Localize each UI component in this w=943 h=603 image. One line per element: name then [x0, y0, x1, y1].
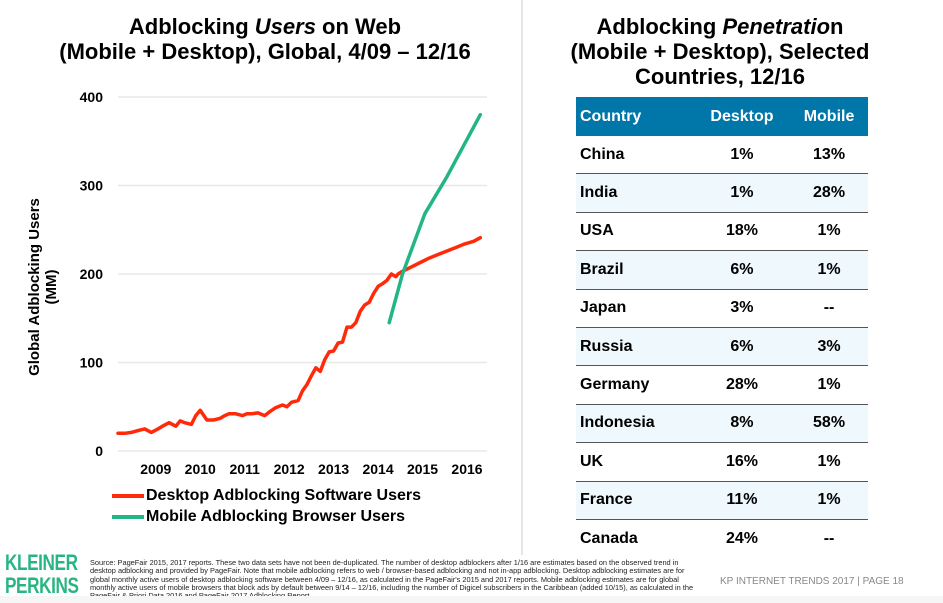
source-note: Source: PageFair 2015, 2017 reports. The…: [90, 558, 694, 600]
cell-mobile: 13%: [790, 136, 868, 175]
cell-mobile: 1%: [790, 365, 868, 405]
header-mobile: Mobile: [790, 97, 868, 136]
table-row: UK 16% 1%: [576, 442, 868, 482]
x-tick-label: 2012: [274, 461, 305, 477]
cell-mobile: --: [790, 289, 868, 328]
table-title-italic: Penetratio: [722, 14, 831, 39]
x-tick-label: 2016: [451, 461, 482, 477]
cell-desktop: 16%: [693, 442, 791, 482]
table-title: Adblocking Penetration (Mobile + Desktop…: [560, 14, 880, 89]
table-row: Russia 6% 3%: [576, 327, 868, 367]
table-row: Germany 28% 1%: [576, 365, 868, 405]
chart-title-line2: (Mobile + Desktop), Global, 4/09 – 12/16: [59, 39, 471, 64]
table-title-pre: Adblocking: [596, 14, 723, 39]
kleiner-perkins-logo: KLEINER PERKINS: [5, 551, 79, 597]
panel-divider: [521, 0, 523, 555]
table-row: Indonesia 8% 58%: [576, 404, 868, 444]
logo-line1: KLEINER: [5, 550, 78, 575]
cell-mobile: 1%: [790, 212, 868, 252]
y-tick-labels: 0 100 200 300 400: [80, 89, 104, 459]
y-tick-label: 300: [80, 178, 104, 194]
cell-country: Russia: [576, 327, 694, 367]
x-tick-label: 2011: [230, 461, 261, 477]
cell-country: Japan: [576, 289, 694, 328]
cell-mobile: 3%: [790, 327, 868, 367]
y-tick-label: 400: [80, 89, 104, 105]
table-row: China 1% 13%: [576, 136, 868, 175]
table-title-line2: (Mobile + Desktop), Selected: [570, 39, 870, 64]
cell-country: China: [576, 136, 694, 175]
mobile-series-line: [387, 112, 483, 325]
cell-mobile: 1%: [790, 250, 868, 290]
cell-country: UK: [576, 442, 694, 482]
legend-item-mobile: Mobile Adblocking Browser Users: [112, 508, 405, 526]
cell-desktop: 1%: [693, 173, 791, 213]
table-row: USA 18% 1%: [576, 212, 868, 252]
table-row: India 1% 28%: [576, 173, 868, 213]
y-tick-label: 0: [95, 443, 103, 459]
table-row: Brazil 6% 1%: [576, 250, 868, 290]
y-tick-label: 200: [80, 266, 104, 282]
cell-desktop: 24%: [725, 529, 758, 547]
table-row: Japan 3% --: [576, 289, 868, 328]
y-tick-label: 100: [80, 355, 104, 371]
x-tick-label: 2009: [140, 461, 171, 477]
legend-label-desktop: Desktop Adblocking Software Users: [146, 487, 422, 504]
x-tick-label: 2010: [185, 461, 216, 477]
cell-mobile: 28%: [790, 173, 868, 213]
cell-mobile: 1%: [790, 442, 868, 482]
cell-desktop: 3%: [693, 289, 791, 328]
table-header-row: Country Desktop Mobile: [576, 97, 868, 136]
cell-mobile: --: [823, 529, 835, 547]
x-tick-labels: 2009 2010 2011 2012 2013 2014 2015 2016: [140, 461, 483, 477]
penetration-table: Country Desktop Mobile China 1% 13% India 1%…: [576, 97, 868, 557]
x-tick-label: 2014: [362, 461, 393, 477]
table-title-post: n: [830, 14, 844, 39]
desktop-series-line: [116, 235, 483, 436]
page-footer: KP INTERNET TRENDS 2017 | PAGE 18: [720, 576, 904, 587]
cell-desktop: 11%: [693, 481, 791, 520]
cell-desktop: 6%: [693, 250, 791, 290]
cell-country: France: [576, 481, 694, 520]
cell-desktop: 1%: [693, 136, 791, 175]
cell-country: Germany: [576, 365, 694, 405]
chart-title-post: on Web: [315, 14, 402, 39]
cell-desktop: 6%: [693, 327, 791, 367]
chart-title-italic: Users: [254, 14, 316, 39]
legend-item-desktop: Desktop Adblocking Software Users: [112, 487, 421, 505]
cell-desktop: 28%: [693, 365, 791, 405]
legend-swatch-mobile: [112, 515, 144, 519]
cell-desktop: 8%: [693, 404, 791, 444]
logo-line2: PERKINS: [5, 573, 79, 598]
cell-country: Brazil: [576, 250, 694, 290]
cell-desktop: 18%: [693, 212, 791, 252]
cell-mobile: 58%: [790, 404, 868, 444]
chart-title-pre: Adblocking: [128, 14, 255, 39]
cell-country: Canada: [580, 529, 638, 547]
table-row: Canada 24% --: [576, 519, 868, 557]
x-tick-label: 2015: [407, 461, 438, 477]
cell-mobile: 1%: [790, 481, 868, 520]
series-lines: [116, 112, 483, 436]
footer-band: [0, 596, 943, 603]
table-row: France 11% 1%: [576, 481, 868, 520]
chart-title: Adblocking Users on Web (Mobile + Deskto…: [20, 14, 510, 64]
legend-swatch-desktop: [112, 494, 144, 498]
legend-label-mobile: Mobile Adblocking Browser Users: [146, 508, 406, 525]
table-title-line3: Countries, 12/16: [635, 64, 805, 89]
cell-country: USA: [576, 212, 694, 252]
cell-country: Indonesia: [576, 404, 694, 444]
x-tick-label: 2013: [318, 461, 349, 477]
header-country: Country: [576, 97, 694, 136]
header-desktop: Desktop: [693, 97, 791, 136]
cell-country: India: [576, 173, 694, 213]
gridlines: [118, 96, 487, 452]
y-axis-label: Global Adblocking Users (MM): [26, 198, 60, 376]
